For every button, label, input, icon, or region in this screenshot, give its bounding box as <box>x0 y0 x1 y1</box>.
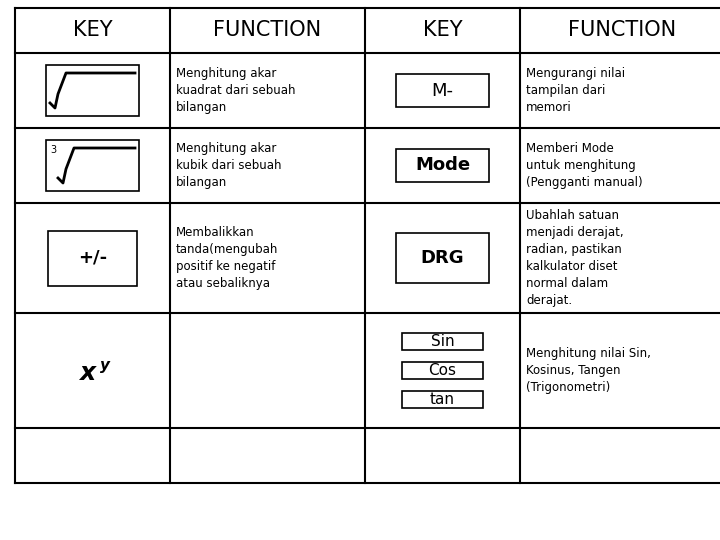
Text: tan: tan <box>430 392 455 407</box>
Text: KEY: KEY <box>423 21 462 40</box>
Bar <box>46 140 139 191</box>
Bar <box>402 362 483 379</box>
Text: Sin: Sin <box>431 334 454 349</box>
Text: KEY: KEY <box>73 21 112 40</box>
Text: Mode: Mode <box>415 157 470 174</box>
Text: Menghitung nilai Sin,
Kosinus, Tangen
(Trigonometri): Menghitung nilai Sin, Kosinus, Tangen (T… <box>526 347 651 394</box>
Text: Cos: Cos <box>428 363 456 378</box>
Bar <box>396 73 489 107</box>
Bar <box>46 65 139 116</box>
Text: y: y <box>99 358 109 373</box>
Text: FUNCTION: FUNCTION <box>213 21 322 40</box>
Bar <box>48 231 138 286</box>
Text: Memberi Mode
untuk menghitung
(Pengganti manual): Memberi Mode untuk menghitung (Pengganti… <box>526 142 643 189</box>
Text: x: x <box>79 361 96 386</box>
Bar <box>402 333 483 350</box>
Text: Ubahlah satuan
menjadi derajat,
radian, pastikan
kalkulator diset
normal dalam
d: Ubahlah satuan menjadi derajat, radian, … <box>526 209 624 307</box>
Bar <box>396 233 489 283</box>
Text: DRG: DRG <box>420 249 464 267</box>
Text: +/-: +/- <box>78 249 107 267</box>
Text: M-: M- <box>431 82 454 99</box>
Bar <box>396 148 489 183</box>
Text: Menghitung akar
kubik dari sebuah
bilangan: Menghitung akar kubik dari sebuah bilang… <box>176 142 282 189</box>
Text: 3: 3 <box>50 145 56 155</box>
Text: Menghitung akar
kuadrat dari sebuah
bilangan: Menghitung akar kuadrat dari sebuah bila… <box>176 67 295 114</box>
Bar <box>402 391 483 408</box>
Text: FUNCTION: FUNCTION <box>568 21 677 40</box>
Text: Mengurangi nilai
tampilan dari
memori: Mengurangi nilai tampilan dari memori <box>526 67 625 114</box>
Text: Membalikkan
tanda(mengubah
positif ke negatif
atau sebaliknya: Membalikkan tanda(mengubah positif ke ne… <box>176 226 279 290</box>
